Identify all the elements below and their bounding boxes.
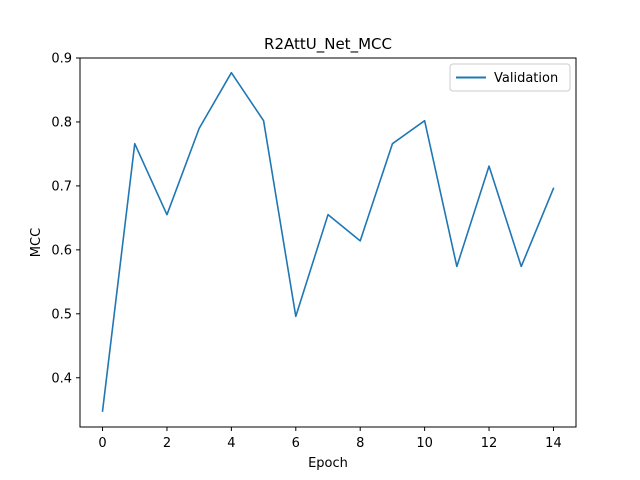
legend-box <box>449 63 571 92</box>
x-tick-label: 10 <box>416 436 433 451</box>
x-axis-title: Epoch <box>308 456 348 471</box>
series-layer <box>101 71 555 412</box>
y-tick-label: 0.7 <box>51 179 72 194</box>
y-axis: 0.4 0.5 0.6 0.7 0.8 0.9 <box>51 52 80 386</box>
chart-title: R2AttU_Net_MCC <box>264 35 392 54</box>
x-tick-label: 0 <box>98 436 106 451</box>
x-tick-label: 2 <box>163 436 171 451</box>
series-line-validation <box>101 71 555 412</box>
x-tick-label: 14 <box>545 436 562 451</box>
x-tick-label: 4 <box>227 436 235 451</box>
y-tick-label: 0.9 <box>51 52 72 67</box>
y-axis-title: MCC <box>29 228 44 257</box>
x-axis: 0 2 4 6 8 10 12 14 <box>98 427 562 451</box>
y-tick-label: 0.5 <box>51 307 72 322</box>
plot-frame <box>79 57 577 428</box>
y-tick-label: 0.4 <box>51 371 72 386</box>
plot-area <box>79 57 577 428</box>
x-tick-label: 8 <box>356 436 364 451</box>
legend: Validation <box>449 63 571 92</box>
y-tick-label: 0.8 <box>51 115 72 130</box>
x-tick-label: 6 <box>292 436 300 451</box>
legend-label-validation: Validation <box>494 71 558 86</box>
x-tick-label: 12 <box>481 436 498 451</box>
y-tick-label: 0.6 <box>51 243 72 258</box>
